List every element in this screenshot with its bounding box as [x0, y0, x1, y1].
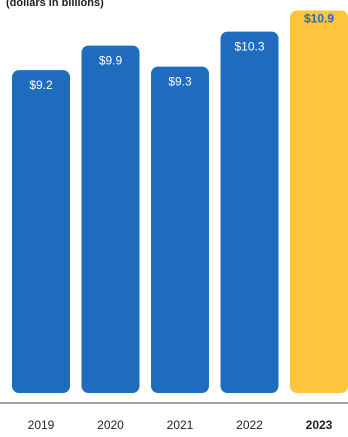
data-label-2023: $10.9	[304, 12, 334, 26]
x-tick-2020: 2020	[97, 418, 124, 432]
data-label-2020: $9.9	[99, 54, 123, 68]
data-label-2021: $9.3	[168, 75, 192, 89]
x-tick-labels-group: 2019 2020 2021 2022 2023	[28, 418, 333, 432]
bar-2022	[220, 31, 279, 394]
x-tick-2023: 2023	[306, 418, 333, 432]
x-tick-2022: 2022	[236, 418, 263, 432]
data-label-2019: $9.2	[29, 78, 53, 92]
x-tick-2019: 2019	[28, 418, 55, 432]
data-labels-group: $9.2 $9.9 $9.3 $10.3 $10.9	[29, 12, 334, 93]
bar-2020	[81, 45, 140, 394]
bars-group	[12, 10, 348, 394]
chart-subtitle: (dollars in billions)	[6, 0, 104, 9]
data-label-2022: $10.3	[234, 40, 264, 54]
bar-2023	[290, 10, 348, 393]
bar-2019	[12, 70, 70, 393]
bar-2021	[151, 66, 209, 393]
x-tick-2021: 2021	[167, 418, 194, 432]
